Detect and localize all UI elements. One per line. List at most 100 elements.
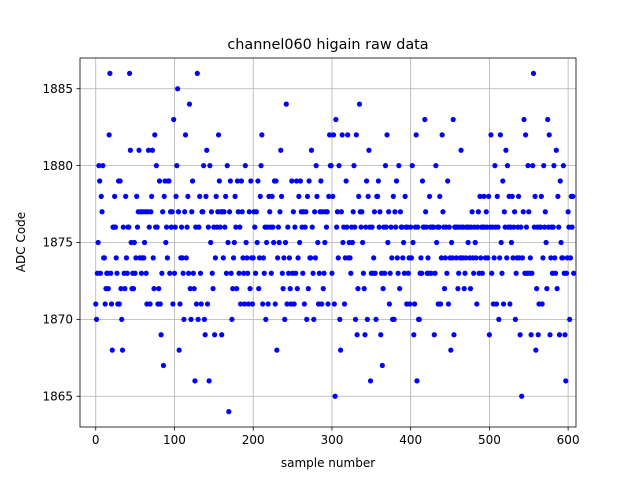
- data-point: [407, 301, 413, 307]
- data-point: [569, 224, 575, 230]
- data-point: [192, 378, 198, 384]
- data-point: [418, 255, 424, 261]
- data-point: [422, 116, 428, 123]
- data-point: [414, 378, 420, 384]
- data-point: [351, 163, 357, 169]
- data-point: [217, 224, 223, 230]
- data-point: [189, 178, 196, 184]
- data-point: [386, 301, 393, 307]
- data-point: [393, 178, 400, 184]
- data-point: [529, 270, 535, 276]
- data-point: [134, 193, 140, 199]
- data-point: [528, 332, 534, 338]
- data-point: [445, 178, 451, 184]
- data-point: [405, 270, 411, 276]
- data-point: [444, 270, 450, 276]
- y-tick-label: 1870: [42, 313, 73, 327]
- data-point: [270, 224, 276, 230]
- data-point: [188, 316, 194, 322]
- y-tick-label: 1865: [42, 389, 73, 403]
- data-point: [475, 209, 481, 215]
- data-point: [535, 332, 541, 338]
- data-point: [323, 224, 330, 230]
- data-point: [543, 239, 549, 246]
- data-point: [465, 239, 471, 246]
- data-point: [425, 255, 431, 261]
- data-point: [182, 132, 189, 138]
- data-point: [178, 224, 185, 230]
- data-point: [221, 209, 227, 215]
- data-point: [293, 178, 300, 184]
- data-point: [324, 209, 330, 215]
- data-point: [282, 316, 288, 322]
- data-point: [275, 224, 281, 230]
- data-point: [141, 239, 148, 246]
- x-axis-label: sample number: [281, 456, 375, 470]
- data-point: [277, 209, 283, 215]
- data-point: [423, 224, 430, 230]
- data-point: [436, 224, 442, 230]
- data-point: [122, 286, 128, 292]
- data-point: [534, 286, 540, 292]
- data-point: [352, 316, 359, 322]
- data-point: [499, 270, 505, 276]
- data-point: [545, 116, 551, 123]
- data-point: [412, 301, 418, 307]
- data-point: [331, 301, 337, 307]
- data-point: [150, 255, 156, 261]
- data-point: [242, 163, 248, 169]
- x-tick-label: 400: [399, 433, 422, 447]
- data-point: [515, 193, 522, 199]
- data-point: [479, 270, 485, 276]
- data-point: [167, 270, 173, 276]
- data-point: [207, 163, 213, 169]
- data-point: [400, 255, 406, 261]
- data-point: [208, 209, 215, 215]
- data-point: [348, 270, 354, 276]
- data-point: [325, 301, 331, 307]
- x-tick-label: 500: [478, 433, 501, 447]
- data-point: [462, 270, 468, 276]
- data-point: [306, 178, 312, 184]
- data-point: [495, 224, 501, 230]
- data-point: [364, 316, 370, 322]
- data-point: [118, 286, 124, 292]
- data-point: [269, 193, 275, 199]
- data-point: [396, 163, 402, 169]
- data-point: [130, 286, 137, 292]
- data-point: [507, 301, 513, 307]
- data-point: [430, 224, 437, 230]
- data-point: [164, 224, 170, 230]
- data-point: [213, 193, 219, 199]
- data-point: [366, 147, 372, 153]
- data-point: [467, 286, 474, 292]
- data-point: [347, 255, 353, 261]
- data-point: [168, 224, 174, 230]
- data-point: [253, 209, 259, 215]
- data-point: [350, 209, 356, 215]
- data-point: [538, 193, 544, 199]
- data-point: [359, 209, 365, 215]
- data-point: [442, 255, 448, 261]
- data-point: [286, 255, 293, 261]
- data-point: [278, 147, 284, 153]
- data-point: [312, 255, 319, 261]
- data-point: [234, 178, 241, 184]
- data-point: [408, 255, 415, 261]
- data-point: [209, 270, 215, 276]
- data-point: [392, 209, 398, 215]
- data-point: [539, 301, 545, 307]
- data-point: [181, 316, 187, 322]
- data-point: [526, 209, 532, 215]
- data-point: [223, 193, 229, 199]
- data-point: [380, 286, 386, 292]
- data-point: [450, 116, 456, 123]
- data-point: [202, 332, 208, 338]
- y-tick-label: 1880: [42, 159, 73, 173]
- data-point: [285, 224, 291, 230]
- data-point: [445, 301, 452, 307]
- data-point: [355, 286, 361, 292]
- data-point: [408, 224, 414, 230]
- data-point: [260, 255, 267, 261]
- data-point: [390, 193, 396, 199]
